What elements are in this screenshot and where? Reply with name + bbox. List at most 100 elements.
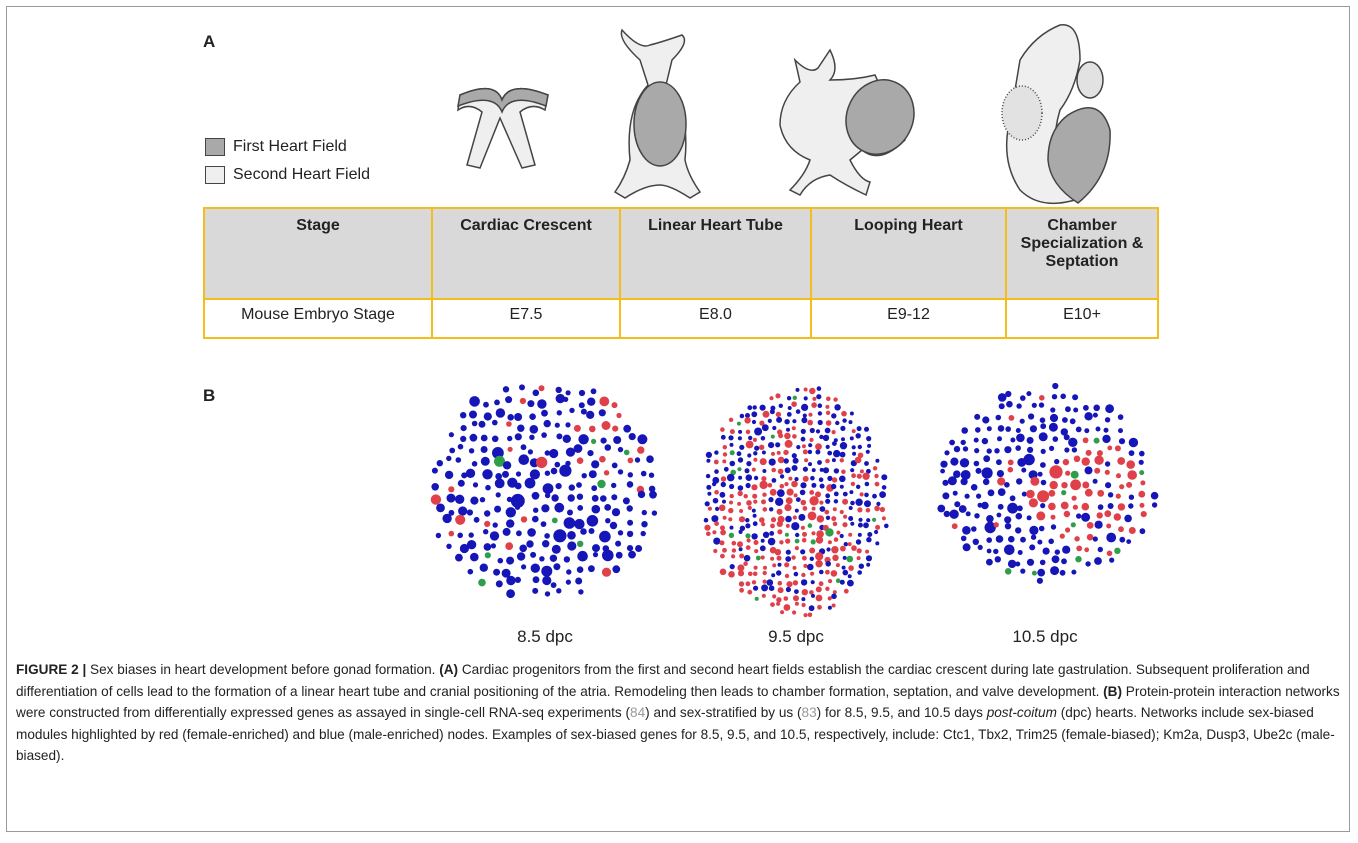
network-node (748, 506, 752, 510)
network-node (831, 413, 836, 418)
network-node (811, 483, 816, 488)
network-node (859, 564, 864, 569)
network-node (1020, 395, 1026, 401)
network-node (745, 468, 750, 473)
network-node (840, 546, 846, 552)
network-node (809, 388, 815, 394)
network-node (953, 491, 958, 496)
network-node (971, 526, 977, 532)
network-node (864, 461, 869, 466)
network-node (949, 440, 955, 446)
network-node (446, 456, 451, 461)
network-node (961, 427, 968, 434)
network-node (747, 405, 752, 410)
network-node (494, 400, 500, 406)
network-node (638, 491, 645, 498)
network-node (627, 545, 633, 551)
network-node (775, 442, 780, 447)
legend-text: Second Heart Field (233, 166, 370, 184)
network-node (1118, 526, 1124, 532)
network-node (772, 594, 776, 598)
network-node (1027, 559, 1034, 566)
network-node (737, 467, 741, 471)
network-node (724, 467, 729, 472)
network-node (796, 497, 801, 502)
network-node (753, 572, 758, 577)
network-node (1127, 470, 1137, 480)
network-node (802, 556, 807, 561)
network-node (460, 412, 466, 418)
network-node (493, 522, 498, 527)
network-node (1050, 566, 1059, 575)
network-node (784, 504, 791, 511)
network-node (539, 385, 545, 391)
network-node (1064, 511, 1070, 517)
network-node (1010, 438, 1015, 443)
network-node (649, 473, 654, 478)
network-node (819, 581, 824, 586)
network-node (1093, 405, 1100, 412)
network-node (589, 528, 595, 534)
network-node (804, 388, 808, 392)
network-node (1083, 437, 1089, 443)
network-node (801, 500, 807, 506)
network-node (521, 564, 526, 569)
network-node (532, 588, 538, 594)
network-node (629, 433, 636, 440)
network-node (1095, 521, 1103, 529)
network-node (1040, 462, 1046, 468)
network-node (775, 498, 783, 506)
network-node (431, 494, 441, 504)
header-cell: Cardiac Crescent (432, 208, 620, 299)
network-node (940, 461, 947, 468)
network-node (784, 596, 789, 601)
network-node (771, 435, 775, 439)
network-node (1140, 528, 1146, 534)
network-node (753, 451, 757, 455)
network-node (840, 580, 845, 585)
network-node (833, 522, 838, 527)
cell: Mouse Embryo Stage (204, 299, 432, 338)
network-node (840, 534, 844, 538)
network-node (809, 438, 813, 442)
network-node (1029, 498, 1038, 507)
network-node (1119, 438, 1125, 444)
network-node (743, 561, 748, 566)
network-node (978, 545, 983, 550)
network-node (519, 384, 525, 390)
network-node (732, 548, 736, 552)
network-node (982, 416, 989, 423)
network-node (808, 413, 812, 417)
network-node (792, 426, 796, 430)
network-node (793, 566, 797, 570)
network-node (751, 533, 757, 539)
network-node (850, 468, 854, 472)
network-node (785, 539, 790, 544)
network-node (516, 530, 522, 536)
network-node (831, 546, 838, 553)
network-node (1005, 426, 1011, 432)
network-node (627, 531, 633, 537)
network-node (1116, 494, 1121, 499)
network-node (808, 443, 812, 447)
network-node (1032, 571, 1037, 576)
network-node (761, 436, 766, 441)
network-node (541, 410, 548, 417)
network-node (437, 460, 443, 466)
network-node (722, 548, 727, 553)
network-node (738, 476, 742, 480)
network-node (792, 465, 798, 471)
network-node (848, 565, 854, 571)
network-node (1028, 413, 1034, 419)
network-node (855, 457, 862, 464)
network-node (1152, 502, 1157, 507)
network-node (960, 458, 969, 467)
network-node (553, 563, 560, 570)
network-node (772, 563, 776, 567)
network-node (850, 412, 854, 416)
network-node (652, 510, 657, 515)
network-node (1129, 527, 1136, 534)
network-node (803, 506, 808, 511)
network-node (776, 602, 780, 606)
network-node (1048, 503, 1056, 511)
